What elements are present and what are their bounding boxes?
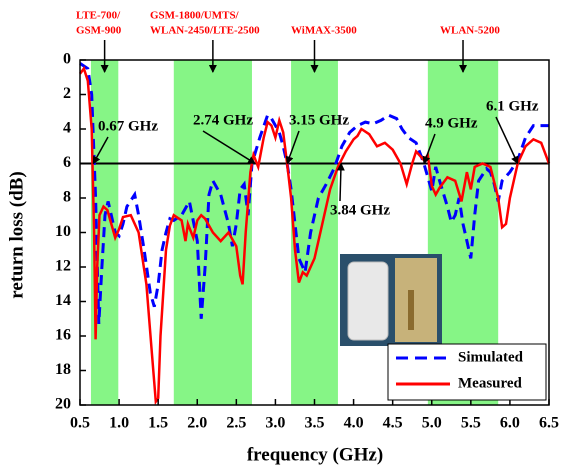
legend-box [387, 343, 547, 401]
x-tick-label: 2.0 [187, 415, 207, 432]
x-axis-label: frequency (GHz) [247, 444, 383, 465]
x-tick-label: 6.5 [539, 415, 559, 432]
y-tick-label: 0 [63, 51, 71, 68]
x-tick-label: 4.0 [344, 415, 364, 432]
band-label: GSM-1800/UMTS/ [150, 10, 240, 22]
legend: Simulated Measured [387, 343, 547, 401]
x-tick-label: 3.0 [265, 415, 285, 432]
x-tick-label: 1.0 [109, 415, 129, 432]
annotation-label: 4.9 GHz [425, 115, 478, 131]
x-tick-label: 1.5 [148, 415, 168, 432]
annotation-arrow [422, 133, 436, 165]
y-tick-label: 20 [55, 396, 71, 413]
x-tick-label: 0.5 [70, 415, 90, 432]
y-tick-label: 8 [63, 189, 71, 206]
annotation-label: 3.15 GHz [289, 112, 349, 128]
y-tick-label: 2 [63, 85, 71, 102]
annotation-label: 6.1 GHz [486, 98, 539, 114]
lines [79, 62, 551, 406]
band-label: GSM-900 [76, 25, 122, 37]
x-tick-label: 5.5 [461, 415, 481, 432]
y-tick-label: 14 [55, 292, 71, 309]
band [291, 60, 338, 405]
legend-label: Measured [458, 375, 523, 391]
y-tick-label: 10 [55, 223, 71, 240]
annotation-arrow [202, 130, 256, 165]
band-label: WLAN-5200 [440, 25, 500, 37]
band-label: WLAN-2450/LTE-2500 [150, 25, 260, 37]
y-axis-label: return loss (dB) [6, 171, 27, 298]
annotation-label: 3.84 GHz [330, 202, 390, 218]
y-tick-label: 16 [55, 327, 71, 344]
x-tick-label: 3.5 [305, 415, 325, 432]
series-line [79, 65, 551, 406]
band-label: WiMAX-3500 [291, 25, 357, 37]
band-label: LTE-700/ [76, 10, 121, 22]
inset-photo [340, 254, 442, 346]
annotation-arrow [285, 130, 300, 165]
y-tick-label: 4 [63, 120, 71, 137]
x-tick-label: 2.5 [226, 415, 246, 432]
y-tick-label: 18 [55, 361, 71, 378]
legend-label: Simulated [458, 349, 524, 365]
annotation-label: 0.67 GHz [98, 118, 158, 134]
annotation-arrow [336, 162, 345, 202]
x-tick-label: 6.0 [500, 415, 520, 432]
series-line [79, 62, 549, 324]
annotation-arrow [495, 116, 519, 165]
x-tick-label: 4.5 [383, 415, 403, 432]
annotation-label: 2.74 GHz [193, 112, 253, 128]
annotation-arrow [92, 136, 109, 165]
y-tick-label: 6 [63, 154, 71, 171]
y-tick-label: 12 [55, 258, 71, 275]
x-tick-label: 5.0 [422, 415, 442, 432]
